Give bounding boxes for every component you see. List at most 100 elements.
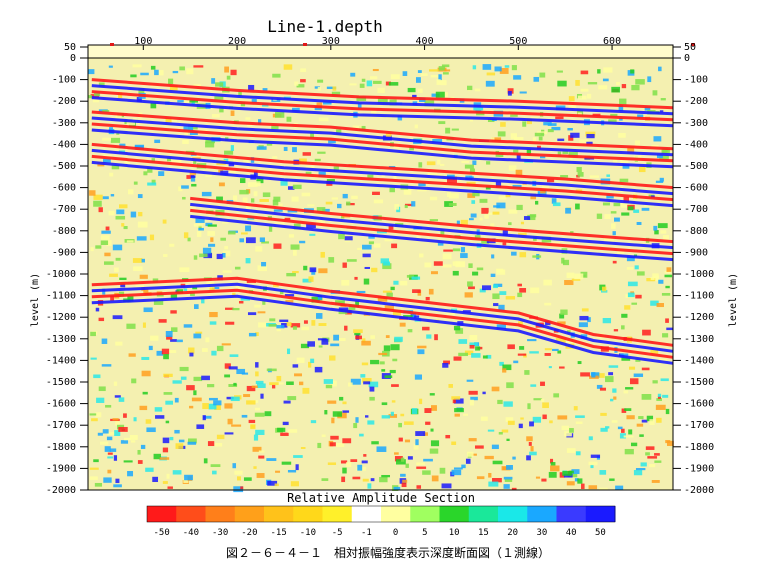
- amplitude-cell: [394, 204, 399, 210]
- amplitude-cell: [344, 236, 353, 241]
- amplitude-cell: [262, 192, 271, 198]
- amplitude-cell: [193, 84, 202, 87]
- amplitude-cell: [205, 138, 215, 144]
- amplitude-cell: [123, 413, 127, 418]
- amplitude-cell: [526, 455, 531, 461]
- amplitude-cell: [118, 426, 128, 432]
- amplitude-cell: [256, 383, 266, 389]
- amplitude-cell: [409, 146, 414, 151]
- colorbar-swatch: [351, 506, 382, 522]
- amplitude-cell: [577, 172, 584, 177]
- y-tick-label-left: -300: [52, 118, 76, 129]
- amplitude-cell: [451, 469, 462, 476]
- amplitude-cell: [208, 403, 217, 410]
- amplitude-cell: [132, 258, 143, 263]
- amplitude-cell: [113, 484, 122, 488]
- amplitude-cell: [505, 296, 516, 300]
- amplitude-cell: [202, 415, 206, 421]
- amplitude-cell: [381, 402, 388, 406]
- reflector-line: [91, 90, 674, 122]
- amplitude-cell: [211, 78, 216, 84]
- amplitude-cell: [321, 434, 326, 438]
- amplitude-cell: [170, 294, 178, 300]
- amplitude-cell: [318, 323, 327, 326]
- amplitude-cell: [469, 344, 475, 349]
- amplitude-cell: [296, 357, 305, 364]
- amplitude-cell: [106, 240, 112, 247]
- amplitude-cell: [602, 78, 609, 82]
- reflector-line: [91, 142, 674, 190]
- amplitude-cell: [557, 415, 568, 420]
- amplitude-cell: [377, 296, 388, 302]
- amplitude-cell: [659, 155, 669, 161]
- amplitude-cell: [496, 268, 504, 273]
- amplitude-cell: [377, 87, 385, 94]
- amplitude-cell: [359, 433, 364, 437]
- colorbar-label: 50: [595, 528, 606, 538]
- amplitude-cell: [656, 154, 663, 159]
- amplitude-cell: [255, 362, 259, 368]
- amplitude-cell: [258, 322, 268, 328]
- amplitude-cell: [571, 278, 581, 281]
- amplitude-cell: [484, 455, 494, 460]
- amplitude-cell: [476, 267, 484, 271]
- amplitude-cell: [523, 216, 531, 220]
- amplitude-cell: [452, 399, 456, 404]
- amplitude-cell: [383, 345, 391, 352]
- amplitude-cell: [619, 433, 626, 439]
- y-tick-label-left: -1100: [46, 291, 76, 302]
- amplitude-cell: [442, 253, 452, 260]
- amplitude-cell: [222, 252, 226, 258]
- amplitude-cell: [442, 363, 449, 368]
- amplitude-cell: [212, 470, 217, 475]
- colorbar-swatch: [527, 506, 557, 522]
- amplitude-cell: [613, 202, 621, 207]
- amplitude-cell: [424, 262, 432, 268]
- amplitude-cell: [498, 196, 507, 200]
- amplitude-cell: [652, 90, 658, 96]
- amplitude-cell: [472, 271, 479, 276]
- amplitude-cell: [529, 451, 537, 456]
- amplitude-cell: [156, 350, 164, 356]
- amplitude-cell: [344, 325, 348, 331]
- amplitude-cell: [621, 408, 627, 413]
- amplitude-cell: [602, 317, 612, 324]
- y-axis-left: 500 -100 -200 -300 -400 -500 -600 -700 -800 -900 -…: [46, 42, 88, 496]
- amplitude-cell: [579, 315, 589, 321]
- amplitude-cell: [322, 208, 330, 212]
- amplitude-cell: [373, 80, 382, 84]
- reflector-line: [91, 160, 674, 208]
- amplitude-cell: [444, 201, 453, 207]
- amplitude-cell: [431, 93, 440, 97]
- amplitude-cell: [254, 407, 261, 411]
- colorbar-label: -15: [270, 528, 286, 538]
- amplitude-cell: [133, 266, 143, 272]
- amplitude-cell: [240, 102, 246, 107]
- amplitude-cell: [644, 204, 655, 207]
- amplitude-cell: [557, 138, 565, 142]
- amplitude-cell: [107, 452, 113, 455]
- amplitude-cell: [501, 429, 509, 433]
- amplitude-cell: [109, 273, 118, 277]
- amplitude-cell: [193, 333, 202, 339]
- amplitude-cell: [562, 150, 569, 155]
- y-tick-label-right: -900: [684, 247, 708, 258]
- colorbar-swatch: [468, 506, 499, 522]
- amplitude-cell: [479, 198, 488, 203]
- amplitude-cell: [665, 318, 669, 323]
- amplitude-cell: [371, 267, 378, 273]
- amplitude-cell: [258, 455, 265, 459]
- amplitude-cell: [507, 91, 512, 96]
- amplitude-cell: [430, 428, 434, 432]
- amplitude-cell: [284, 294, 295, 297]
- amplitude-cell: [133, 417, 137, 422]
- amplitude-cell: [630, 69, 635, 74]
- amplitude-cell: [202, 247, 212, 254]
- y-tick-label-right: -1200: [684, 312, 714, 323]
- amplitude-cell: [511, 65, 517, 71]
- amplitude-cell: [564, 280, 574, 286]
- amplitude-cell: [106, 436, 113, 441]
- reflector-line: [91, 110, 674, 151]
- amplitude-cell: [227, 231, 236, 235]
- amplitude-cell: [630, 442, 638, 447]
